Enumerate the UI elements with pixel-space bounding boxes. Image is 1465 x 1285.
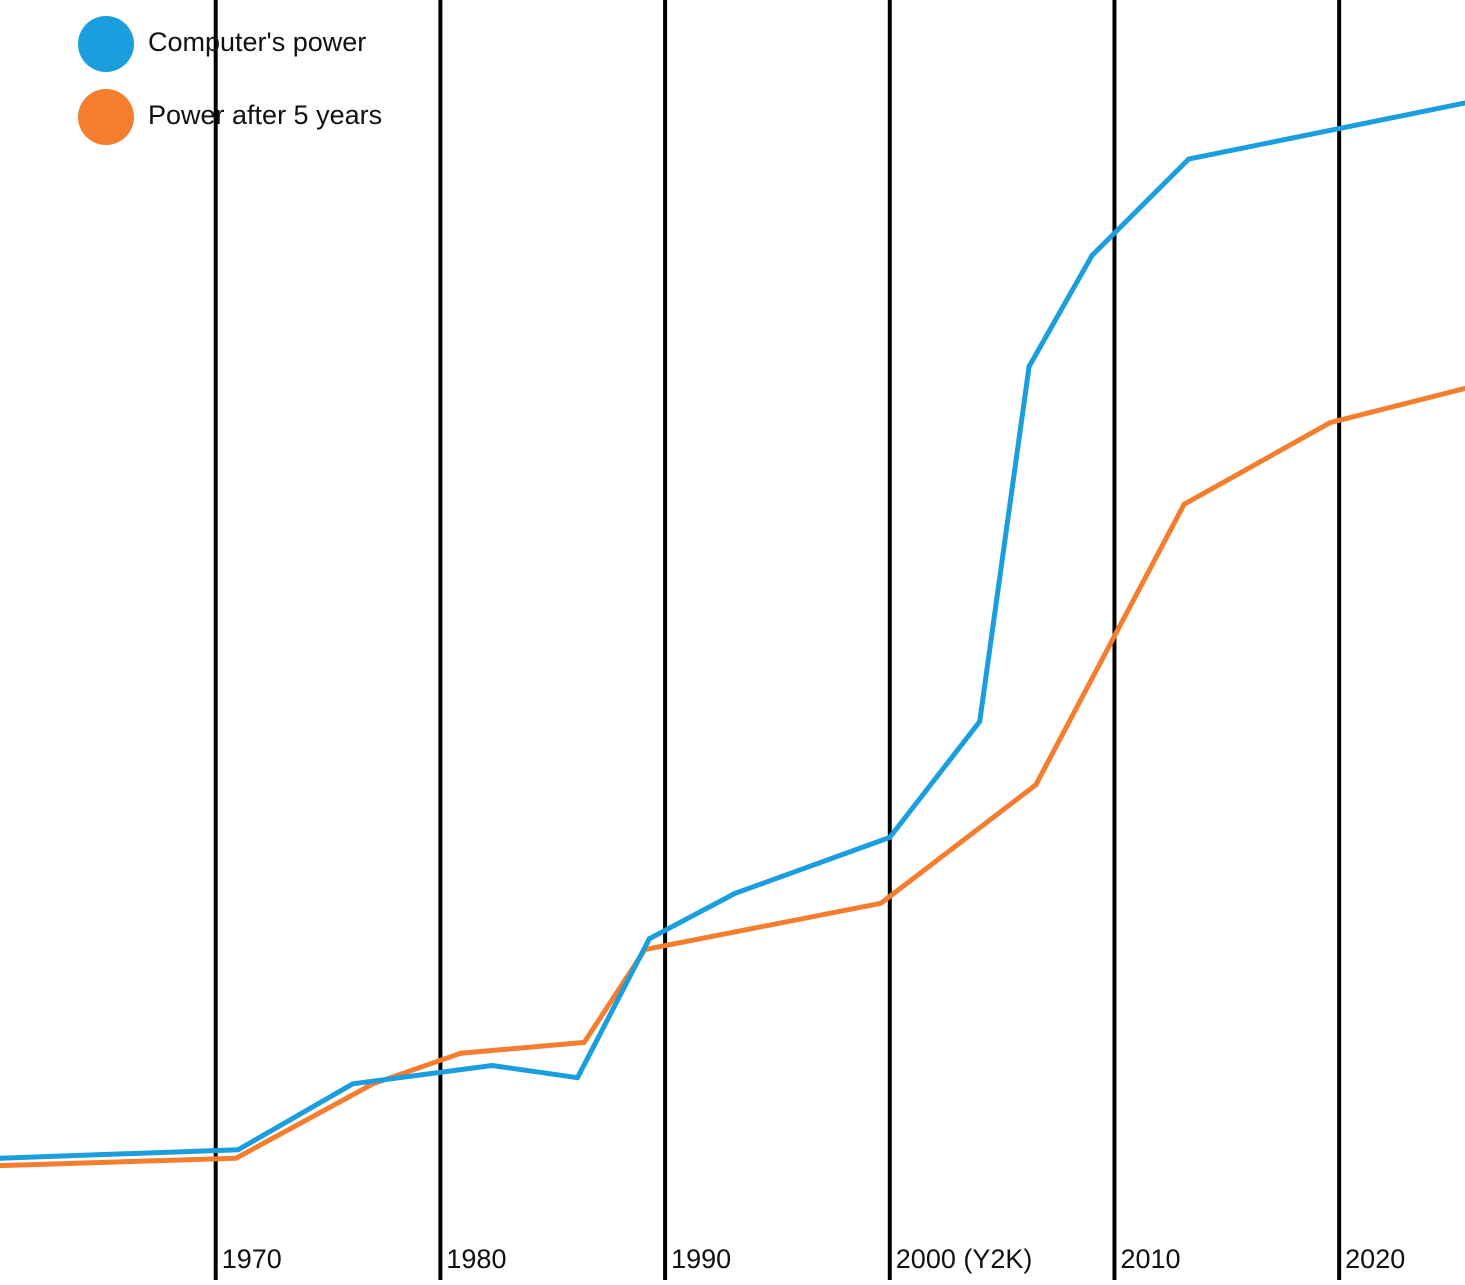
data-point-computer-s-power — [490, 1063, 495, 1068]
legend-label-power-after-5-years: Power after 5 years — [148, 100, 382, 131]
data-point-computer-s-power — [350, 1081, 355, 1086]
data-point-computer-s-power — [1186, 157, 1191, 162]
data-point-computer-s-power — [732, 891, 737, 896]
data-point-power-after-5-years — [582, 1040, 587, 1045]
data-point-power-after-5-years — [878, 901, 883, 906]
x-tick-label-1970: 1970 — [222, 1244, 282, 1274]
legend-swatch-power-after-5-years — [78, 89, 134, 145]
x-tick-label-2010: 2010 — [1120, 1244, 1180, 1274]
data-point-power-after-5-years — [1328, 420, 1333, 425]
x-tick-label-2000: 2000 (Y2K) — [896, 1244, 1033, 1274]
data-point-power-after-5-years — [1182, 502, 1187, 507]
series-line-power-after-5-years — [0, 388, 1465, 1165]
data-point-computer-s-power — [575, 1075, 580, 1080]
data-point-computer-s-power — [236, 1147, 241, 1152]
x-tick-label-1980: 1980 — [446, 1244, 506, 1274]
legend-swatch-computers-power — [78, 16, 134, 72]
data-point-computer-s-power — [977, 719, 982, 724]
data-point-computer-s-power — [647, 936, 652, 941]
legend-label-computers-power: Computer's power — [148, 27, 366, 58]
x-tick-label-1990: 1990 — [671, 1244, 731, 1274]
data-point-computer-s-power — [1090, 253, 1095, 258]
x-tick-label-2020: 2020 — [1345, 1244, 1405, 1274]
data-point-power-after-5-years — [1033, 782, 1038, 787]
data-point-power-after-5-years — [233, 1156, 238, 1161]
series-line-computer-s-power — [0, 103, 1465, 1158]
data-point-computer-s-power — [1027, 364, 1032, 369]
data-point-computer-s-power — [887, 835, 892, 840]
data-point-power-after-5-years — [458, 1051, 463, 1056]
